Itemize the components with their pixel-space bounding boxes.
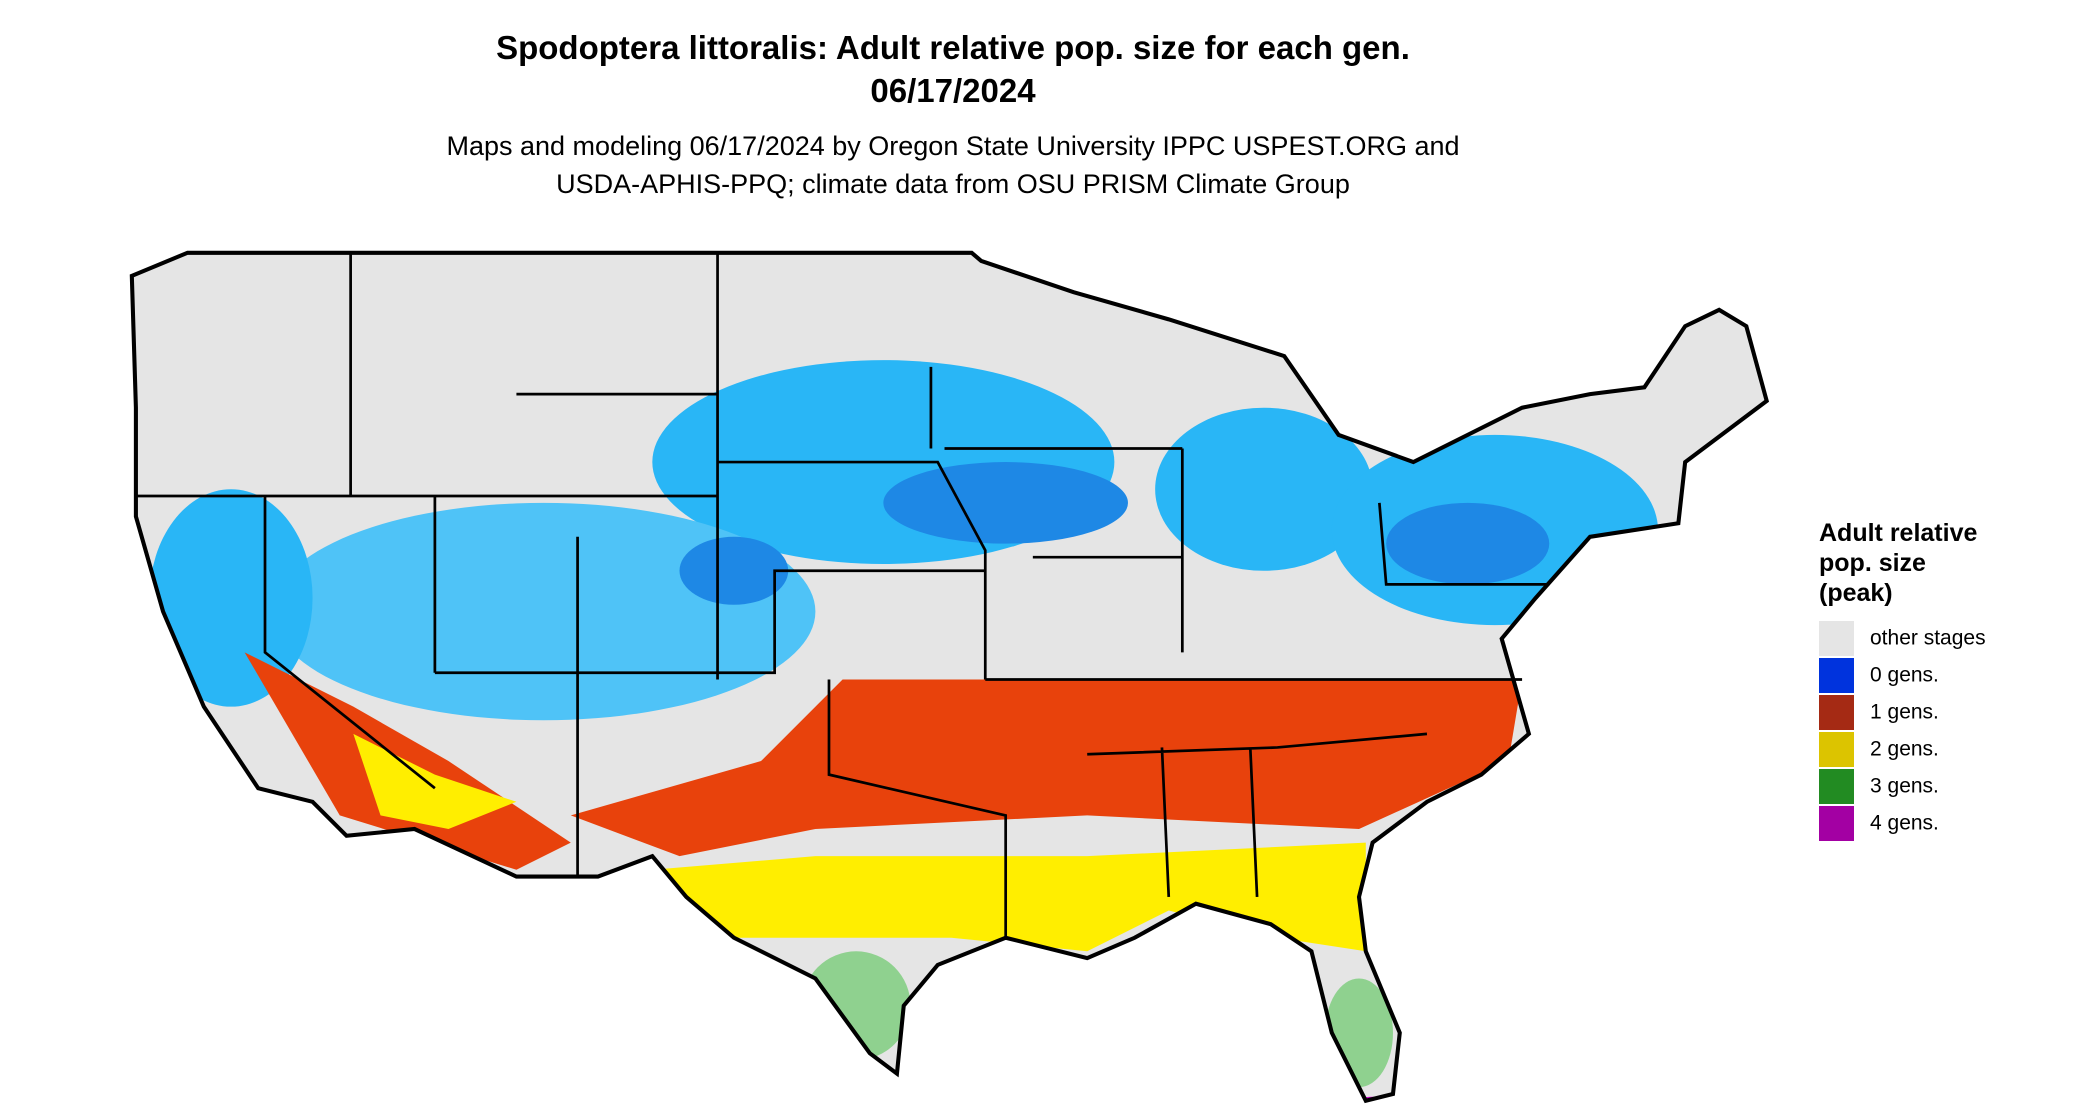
legend-label: 0 gens. xyxy=(1870,664,1939,687)
legend-swatch xyxy=(1819,621,1854,656)
legend: Adult relative pop. size (peak) other st… xyxy=(1819,519,1986,841)
zone-light-blue xyxy=(271,502,816,721)
legend-label: 2 gens. xyxy=(1870,738,1939,761)
zone-light-blue xyxy=(149,489,313,707)
zone-blue xyxy=(883,462,1128,544)
subtitle: Maps and modeling 06/17/2024 by Oregon S… xyxy=(446,131,1459,161)
legend-swatch xyxy=(1819,658,1854,693)
zone-yellow xyxy=(353,733,517,829)
zone-light-blue xyxy=(1155,407,1373,571)
legend-label: 4 gens. xyxy=(1870,812,1939,835)
date: 06/17/2024 xyxy=(870,72,1036,109)
legend-title: Adult relative xyxy=(1819,519,1977,547)
zone-red xyxy=(570,679,1523,857)
state-borders xyxy=(132,253,1767,1101)
legend-label: other stages xyxy=(1870,627,1986,650)
map xyxy=(132,253,1767,1111)
zone-yellow xyxy=(652,842,1366,952)
legend-swatch xyxy=(1819,732,1854,767)
subtitle: USDA-APHIS-PPQ; climate data from OSU PR… xyxy=(556,169,1350,199)
legend-label: 1 gens. xyxy=(1870,701,1939,724)
legend-title: (peak) xyxy=(1819,579,1893,607)
zones xyxy=(149,360,1658,1101)
legend-swatch xyxy=(1819,769,1854,804)
zone-green xyxy=(801,951,911,1061)
legend-swatch xyxy=(1819,695,1854,730)
legend-label: 3 gens. xyxy=(1870,775,1939,798)
zone-blue xyxy=(679,536,789,605)
legend-swatch xyxy=(1819,806,1854,841)
zone-blue xyxy=(1386,502,1550,585)
title: Spodoptera littoralis: Adult relative po… xyxy=(496,29,1410,66)
legend-title: pop. size xyxy=(1819,549,1926,577)
